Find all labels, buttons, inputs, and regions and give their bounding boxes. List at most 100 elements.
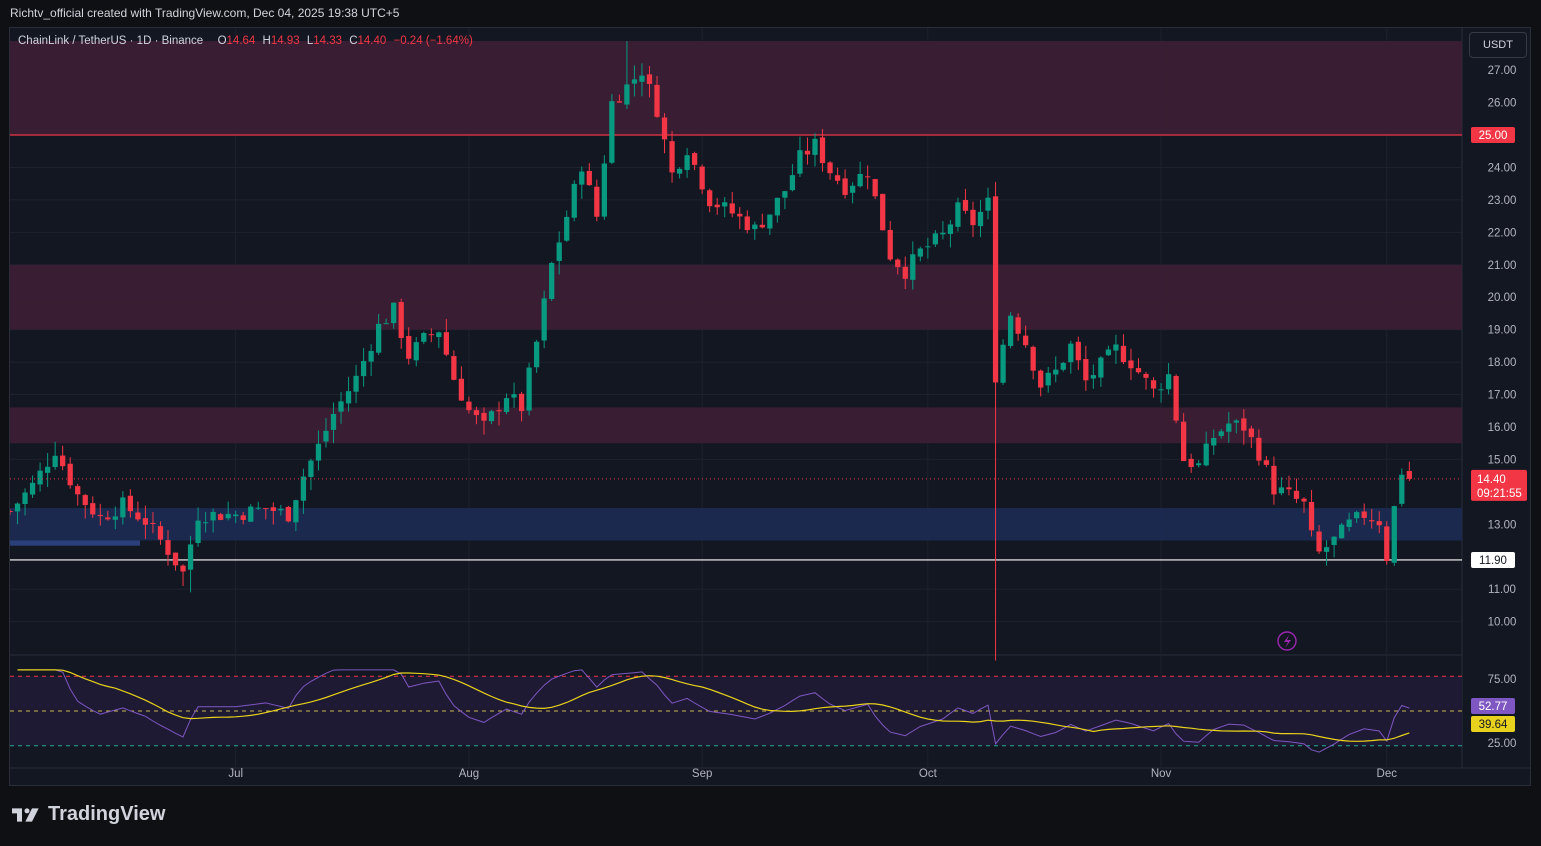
- time-tick-label: Jul: [228, 768, 243, 780]
- candle-body: [428, 334, 434, 336]
- candle-body: [180, 565, 186, 572]
- price-tick-label: 22.00: [1488, 227, 1517, 239]
- candle-body: [834, 175, 841, 181]
- candle-body: [44, 466, 51, 473]
- candle-body: [1188, 458, 1194, 468]
- candle-body: [248, 506, 254, 522]
- lightning-icon: [1277, 631, 1297, 651]
- candle-body: [285, 506, 291, 522]
- price-chart[interactable]: 10.00 11.00 13.00 15.00 16.00 17.00 18.00 19.00…: [10, 28, 1530, 785]
- tradingview-brand[interactable]: TradingView: [12, 803, 165, 826]
- candle-body: [917, 248, 923, 257]
- candle-body: [202, 522, 209, 524]
- candle-body: [684, 155, 690, 171]
- candle-body: [1338, 524, 1345, 539]
- candle-body: [804, 150, 811, 155]
- rsi-line: [17, 669, 1410, 753]
- candle-body: [849, 185, 856, 193]
- candle-body: [67, 463, 73, 486]
- candle-body: [323, 430, 329, 442]
- candle-body: [14, 503, 21, 512]
- candle-body: [1053, 369, 1059, 375]
- candle-body: [473, 410, 480, 416]
- symbol-legend: ChainLink / TetherUS · 1D · Binance O14.…: [18, 35, 473, 47]
- candle-body: [29, 482, 36, 495]
- candle-body: [376, 323, 382, 353]
- price-tick-label: 27.00: [1488, 65, 1517, 77]
- candle-body: [1271, 465, 1277, 495]
- candle-body: [255, 507, 261, 509]
- candle-body: [1286, 487, 1292, 490]
- level-badge-11.90: [1471, 551, 1515, 568]
- candle-body: [549, 262, 555, 299]
- candle-body: [691, 153, 698, 165]
- candle-body: [564, 216, 570, 241]
- candle-body: [195, 520, 201, 544]
- rsi-ma-badge: [1471, 716, 1515, 732]
- time-tick-label: Nov: [1151, 768, 1172, 780]
- candle-body: [571, 183, 577, 218]
- candle-body: [895, 259, 901, 268]
- candle-body: [601, 163, 607, 217]
- candle-body: [1248, 428, 1254, 438]
- candle-body: [707, 190, 713, 207]
- rsi-ma-text: 39.64: [1479, 719, 1508, 731]
- time-tick-label: Sep: [692, 768, 712, 780]
- currency-button[interactable]: USDT: [1469, 32, 1527, 58]
- price-tick-label: 15.00: [1488, 454, 1517, 466]
- chart-caption: Richtv_official created with TradingView…: [10, 6, 400, 20]
- candle-body: [75, 486, 81, 495]
- candle-body: [977, 211, 984, 227]
- zone-demand-base: [10, 540, 140, 546]
- candle-body: [654, 84, 660, 117]
- candle-body: [767, 214, 773, 229]
- candle-body: [1263, 460, 1270, 465]
- time-tick-label: Dec: [1377, 768, 1398, 780]
- high-label: H: [262, 35, 271, 47]
- price-tick-label: 11.00: [1488, 584, 1516, 596]
- candle-body: [368, 350, 374, 362]
- candle-body: [526, 367, 532, 411]
- candle-body: [135, 512, 141, 520]
- candle-body: [1135, 368, 1142, 373]
- candle-body: [752, 224, 758, 230]
- zone-lower-supply: [10, 407, 1462, 444]
- candle-body: [970, 209, 976, 226]
- price-tick-label: 17.00: [1488, 390, 1517, 402]
- candle-body: [1241, 418, 1247, 431]
- candle-body: [819, 137, 826, 164]
- candle-body: [1023, 335, 1029, 346]
- candles-group: [10, 40, 1412, 661]
- candle-body: [1158, 389, 1164, 391]
- candle-body: [1218, 431, 1224, 436]
- candle-body: [338, 401, 344, 412]
- candle-body: [1150, 380, 1157, 389]
- candle-body: [1030, 346, 1036, 371]
- chart-frame[interactable]: 10.00 11.00 13.00 15.00 16.00 17.00 18.00 19.00…: [9, 27, 1531, 786]
- candle-body: [1293, 490, 1300, 499]
- candle-body: [383, 323, 389, 325]
- candle-body: [345, 391, 352, 404]
- symbol-name[interactable]: ChainLink / TetherUS · 1D · Binance: [18, 35, 204, 47]
- current-price-label: 14.40: [1477, 474, 1506, 486]
- price-tick-label: 21.00: [1488, 260, 1517, 272]
- candle-body: [436, 332, 442, 338]
- candle-body: [1068, 343, 1074, 363]
- time-tick-label: Aug: [459, 768, 479, 780]
- candle-body: [1278, 487, 1285, 494]
- candle-body: [827, 162, 833, 174]
- candle-body: [1120, 345, 1127, 363]
- candle-body: [887, 229, 893, 260]
- candle-body: [985, 197, 991, 211]
- candle-body: [330, 414, 337, 430]
- candle-body: [797, 150, 803, 174]
- candle-body: [880, 193, 886, 231]
- candle-body: [759, 224, 765, 228]
- candle-body: [1060, 362, 1066, 370]
- candle-body: [270, 507, 276, 511]
- time-tick-label: Oct: [919, 768, 938, 780]
- candle-body: [744, 216, 750, 231]
- candle-body: [225, 513, 231, 519]
- candle-body: [263, 508, 269, 510]
- candle-body: [240, 515, 246, 520]
